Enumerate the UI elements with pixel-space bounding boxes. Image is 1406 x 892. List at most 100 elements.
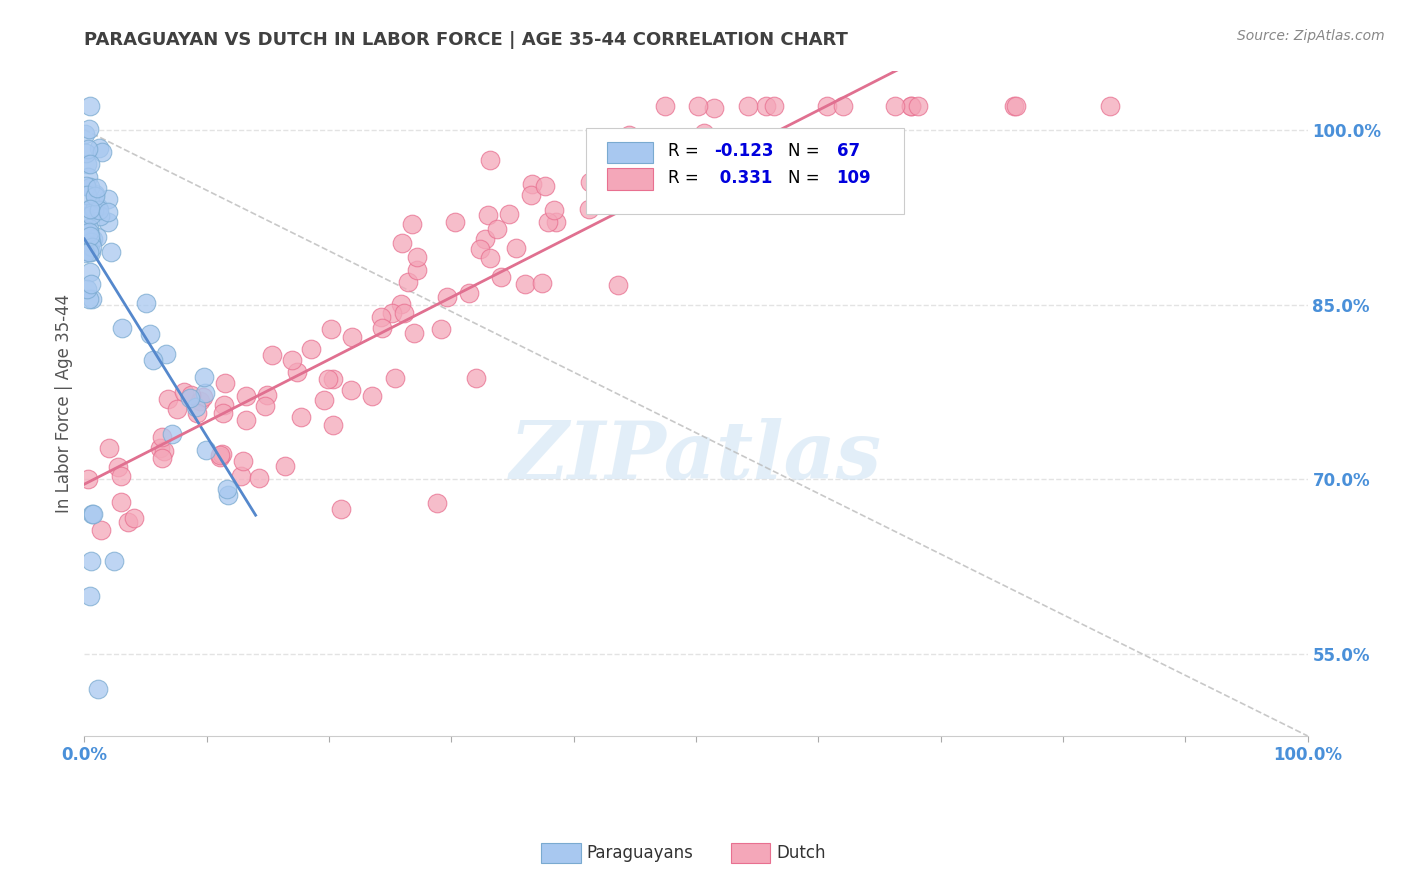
Point [396,275,419,289]
Text: -0.123: -0.123 [714,142,773,160]
Point [370,310,392,325]
Point [79,99,101,113]
Point [686,99,709,113]
Point [160,426,183,441]
Point [474,232,496,246]
Point [79,179,101,194]
Point [290,410,312,425]
Point [150,430,173,444]
Point [478,251,501,265]
Point [80,235,103,250]
Point [76,472,98,486]
Point [401,217,423,231]
Point [180,388,202,402]
Point [76,156,98,170]
Point [111,321,134,335]
Point [755,99,778,113]
Text: 67: 67 [837,142,859,160]
Point [299,342,322,356]
Point [80,508,103,522]
Point [75,179,97,194]
Point [214,376,236,390]
Point [607,277,630,292]
Point [217,488,239,502]
Point [229,468,252,483]
Point [84,196,107,211]
Point [76,142,98,156]
Point [110,469,132,483]
Point [444,215,467,229]
Point [654,99,676,113]
Point [505,241,527,255]
Point [98,442,121,456]
Text: ZIPatlas: ZIPatlas [510,418,882,496]
Point [457,285,479,300]
Point [77,226,100,240]
Text: Paraguayans: Paraguayans [586,844,693,862]
Point [530,276,553,290]
Point [75,246,97,260]
Point [193,369,215,384]
Point [80,208,103,222]
Point [588,161,610,176]
Point [619,128,641,143]
Point [650,136,672,150]
Point [322,371,344,385]
Point [91,145,114,159]
Point [489,269,512,284]
Point [211,447,233,461]
Point [191,390,214,404]
Point [80,554,103,568]
Point [693,126,716,140]
Point [75,244,97,259]
Point [384,371,406,385]
Point [256,388,278,402]
Point [737,99,759,113]
Point [76,282,98,296]
Point [643,188,665,202]
Point [77,121,100,136]
Point [79,277,101,291]
FancyBboxPatch shape [606,142,654,163]
Point [76,187,98,202]
Point [97,205,120,219]
Point [360,388,382,402]
Point [217,482,239,496]
Text: N =: N = [787,142,824,160]
Text: N =: N = [787,169,824,186]
Point [285,365,308,379]
Point [235,388,257,402]
FancyBboxPatch shape [606,169,654,190]
Point [82,508,104,522]
Point [666,135,689,149]
Point [578,175,600,189]
Point [157,392,180,407]
Point [83,202,105,217]
Text: PARAGUAYAN VS DUTCH IN LABOR FORCE | AGE 35-44 CORRELATION CHART: PARAGUAYAN VS DUTCH IN LABOR FORCE | AGE… [84,31,848,49]
Point [429,322,451,336]
Point [637,153,659,167]
Point [76,239,98,253]
Point [322,418,344,433]
Point [84,186,107,201]
Point [208,450,231,464]
Point [79,157,101,171]
Point [82,200,104,214]
Point [86,200,108,214]
Point [520,178,543,192]
Point [107,459,129,474]
Point [173,384,195,399]
Point [235,413,257,427]
Point [100,245,122,260]
Point [150,451,173,466]
Point [406,263,429,277]
Point [117,515,139,529]
Point [703,101,725,115]
Text: Dutch: Dutch [776,844,825,862]
Point [536,215,558,229]
Point [513,277,536,291]
Point [186,400,208,414]
Point [543,203,565,218]
Point [319,322,342,336]
Point [79,589,101,603]
